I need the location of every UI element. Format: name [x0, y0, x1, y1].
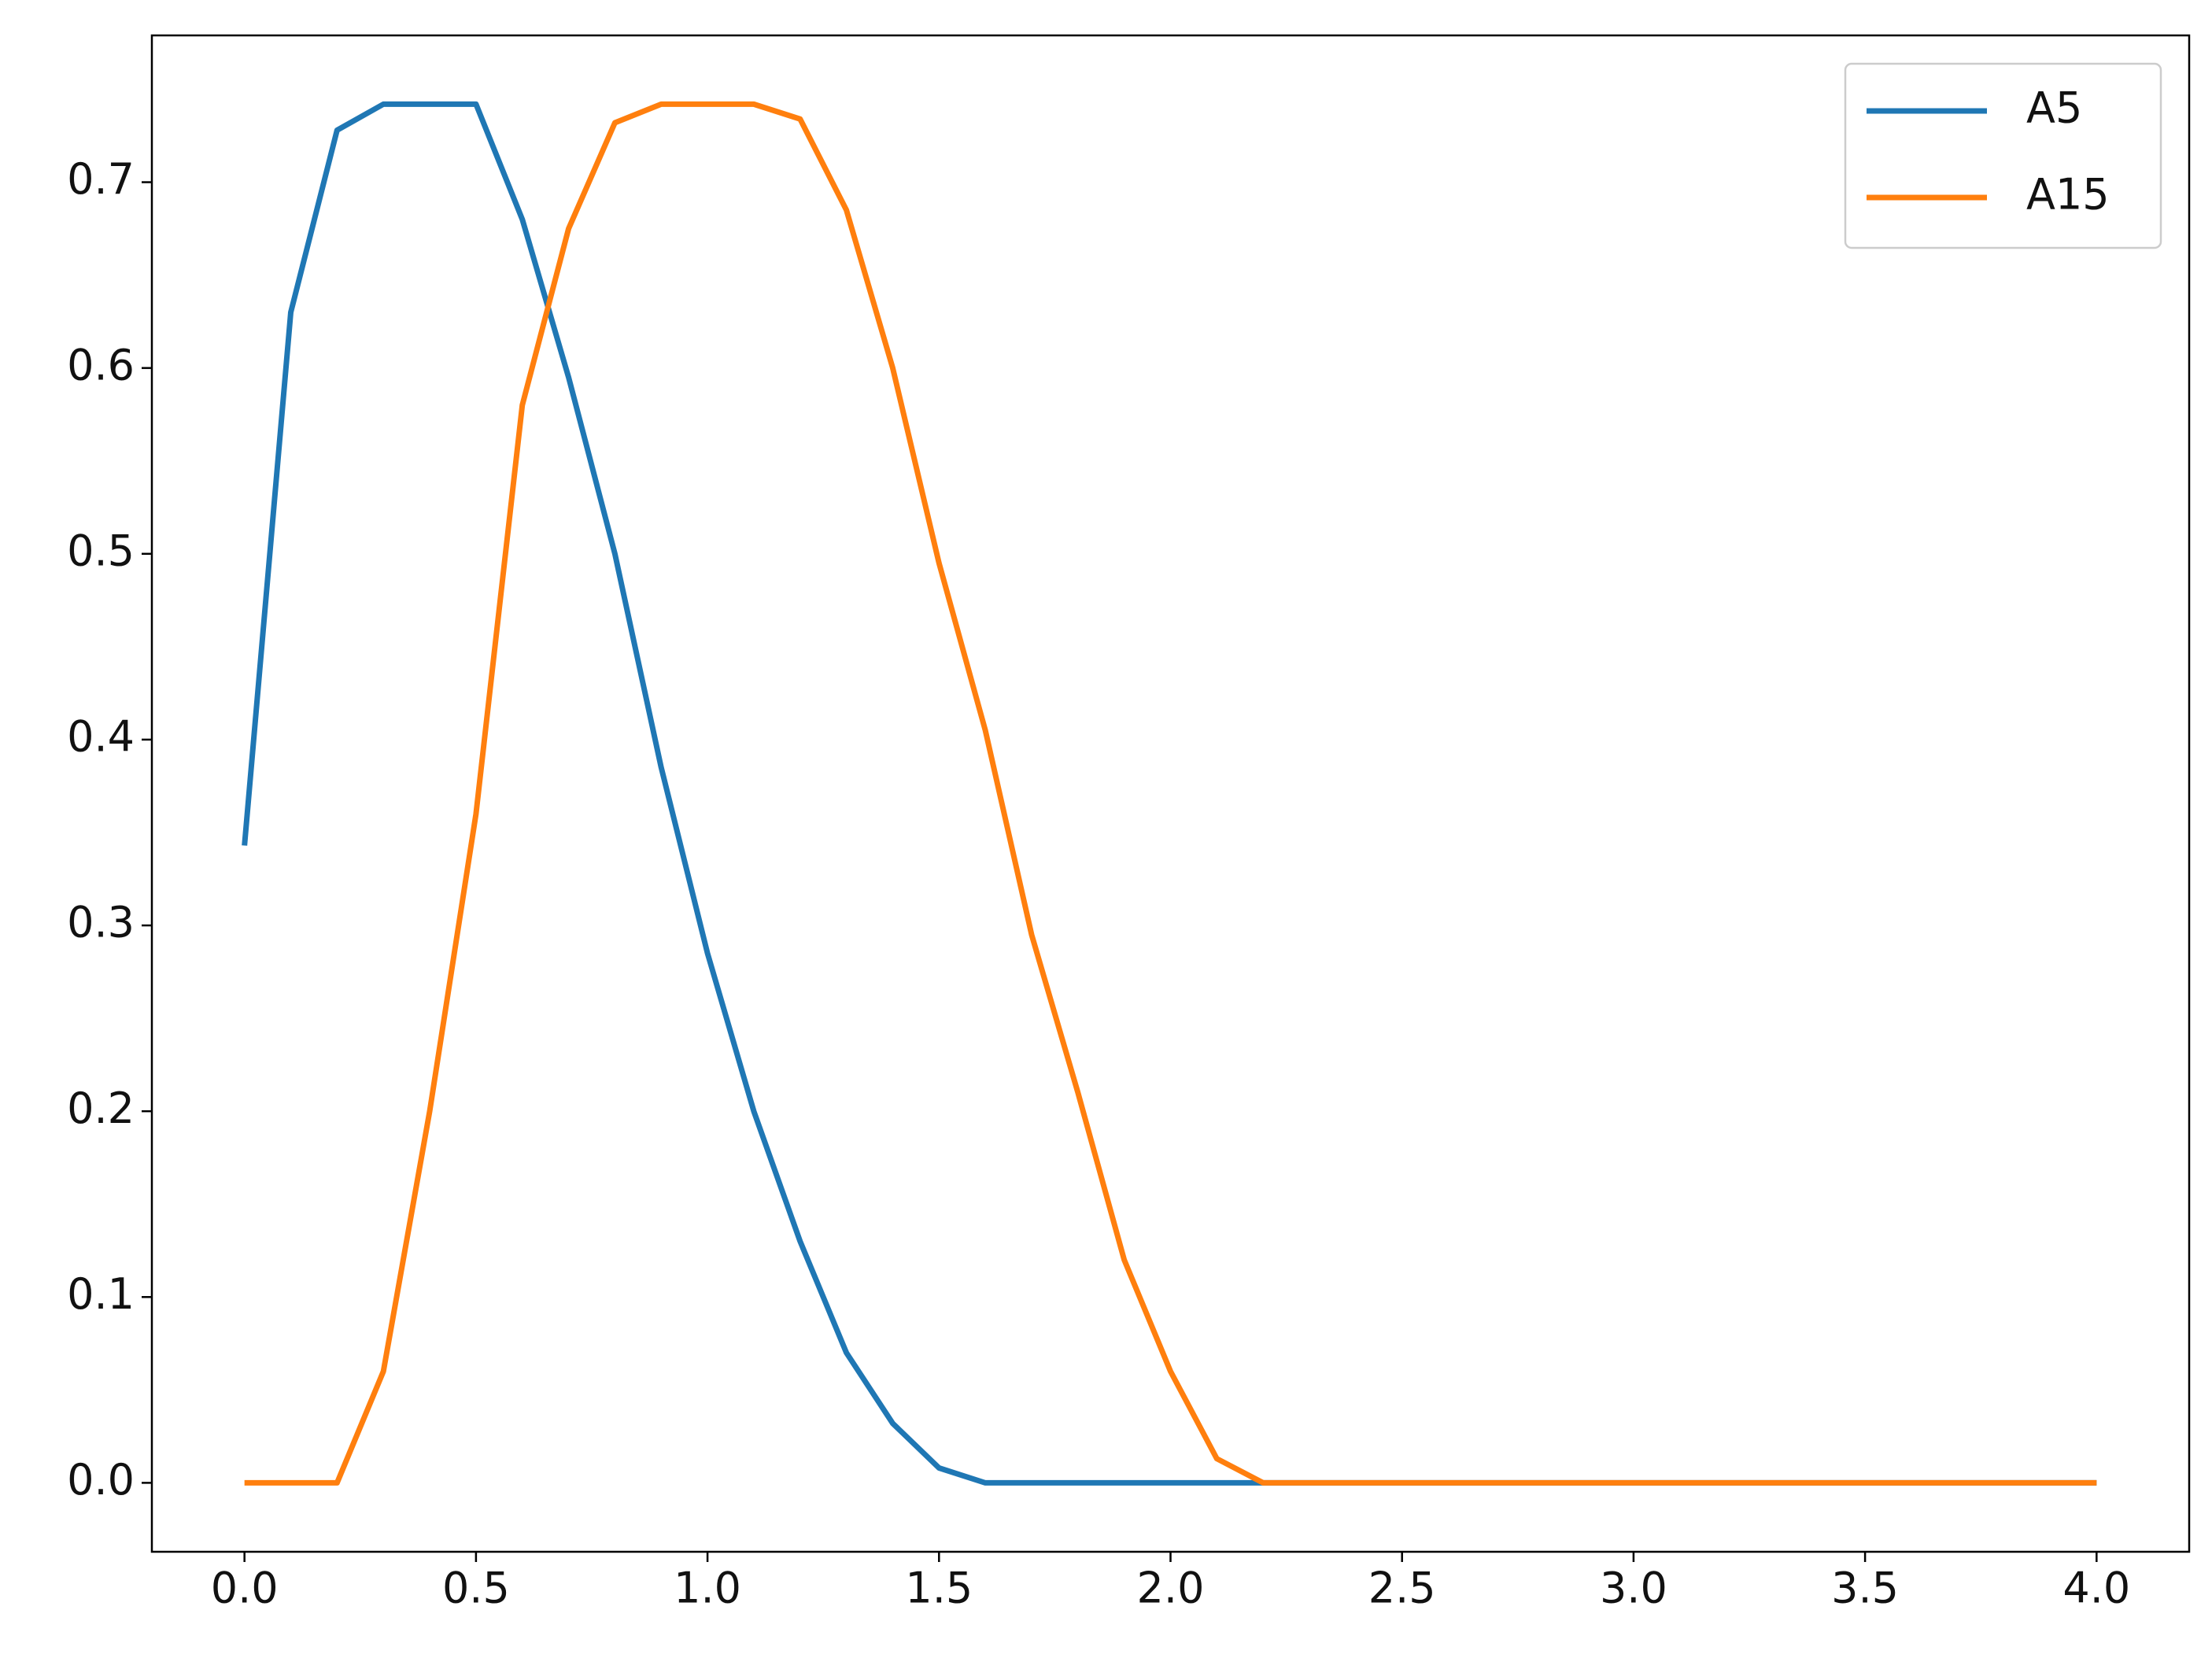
- y-tick-label: 0.2: [67, 1084, 135, 1133]
- data-line: [244, 101, 2097, 1486]
- x-tick-label: 3.5: [1831, 1564, 1899, 1613]
- x-tick-label: 2.5: [1368, 1564, 1436, 1613]
- x-tick-label: 1.0: [674, 1564, 741, 1613]
- data-line: [242, 101, 2097, 1486]
- y-tick-label: 0.6: [67, 340, 135, 390]
- y-tick-label: 0.3: [67, 898, 135, 947]
- legend-label: A15: [2026, 170, 2110, 220]
- x-tick-label: 2.0: [1137, 1564, 1205, 1613]
- y-tick-label: 0.4: [67, 712, 135, 762]
- x-tick-label: 4.0: [2062, 1564, 2130, 1613]
- y-tick-label: 0.5: [67, 526, 135, 575]
- legend-label: A5: [2026, 83, 2082, 133]
- x-tick-label: 0.0: [211, 1564, 279, 1613]
- x-tick-label: 3.0: [1600, 1564, 1667, 1613]
- plot-frame: [150, 34, 2191, 1553]
- y-tick-label: 0.7: [67, 154, 135, 204]
- x-tick-label: 0.5: [442, 1564, 510, 1613]
- x-tick-label: 1.5: [905, 1564, 973, 1613]
- y-tick-label: 0.1: [67, 1269, 135, 1319]
- legend-box: [1844, 62, 2162, 249]
- y-tick-label: 0.0: [67, 1455, 135, 1505]
